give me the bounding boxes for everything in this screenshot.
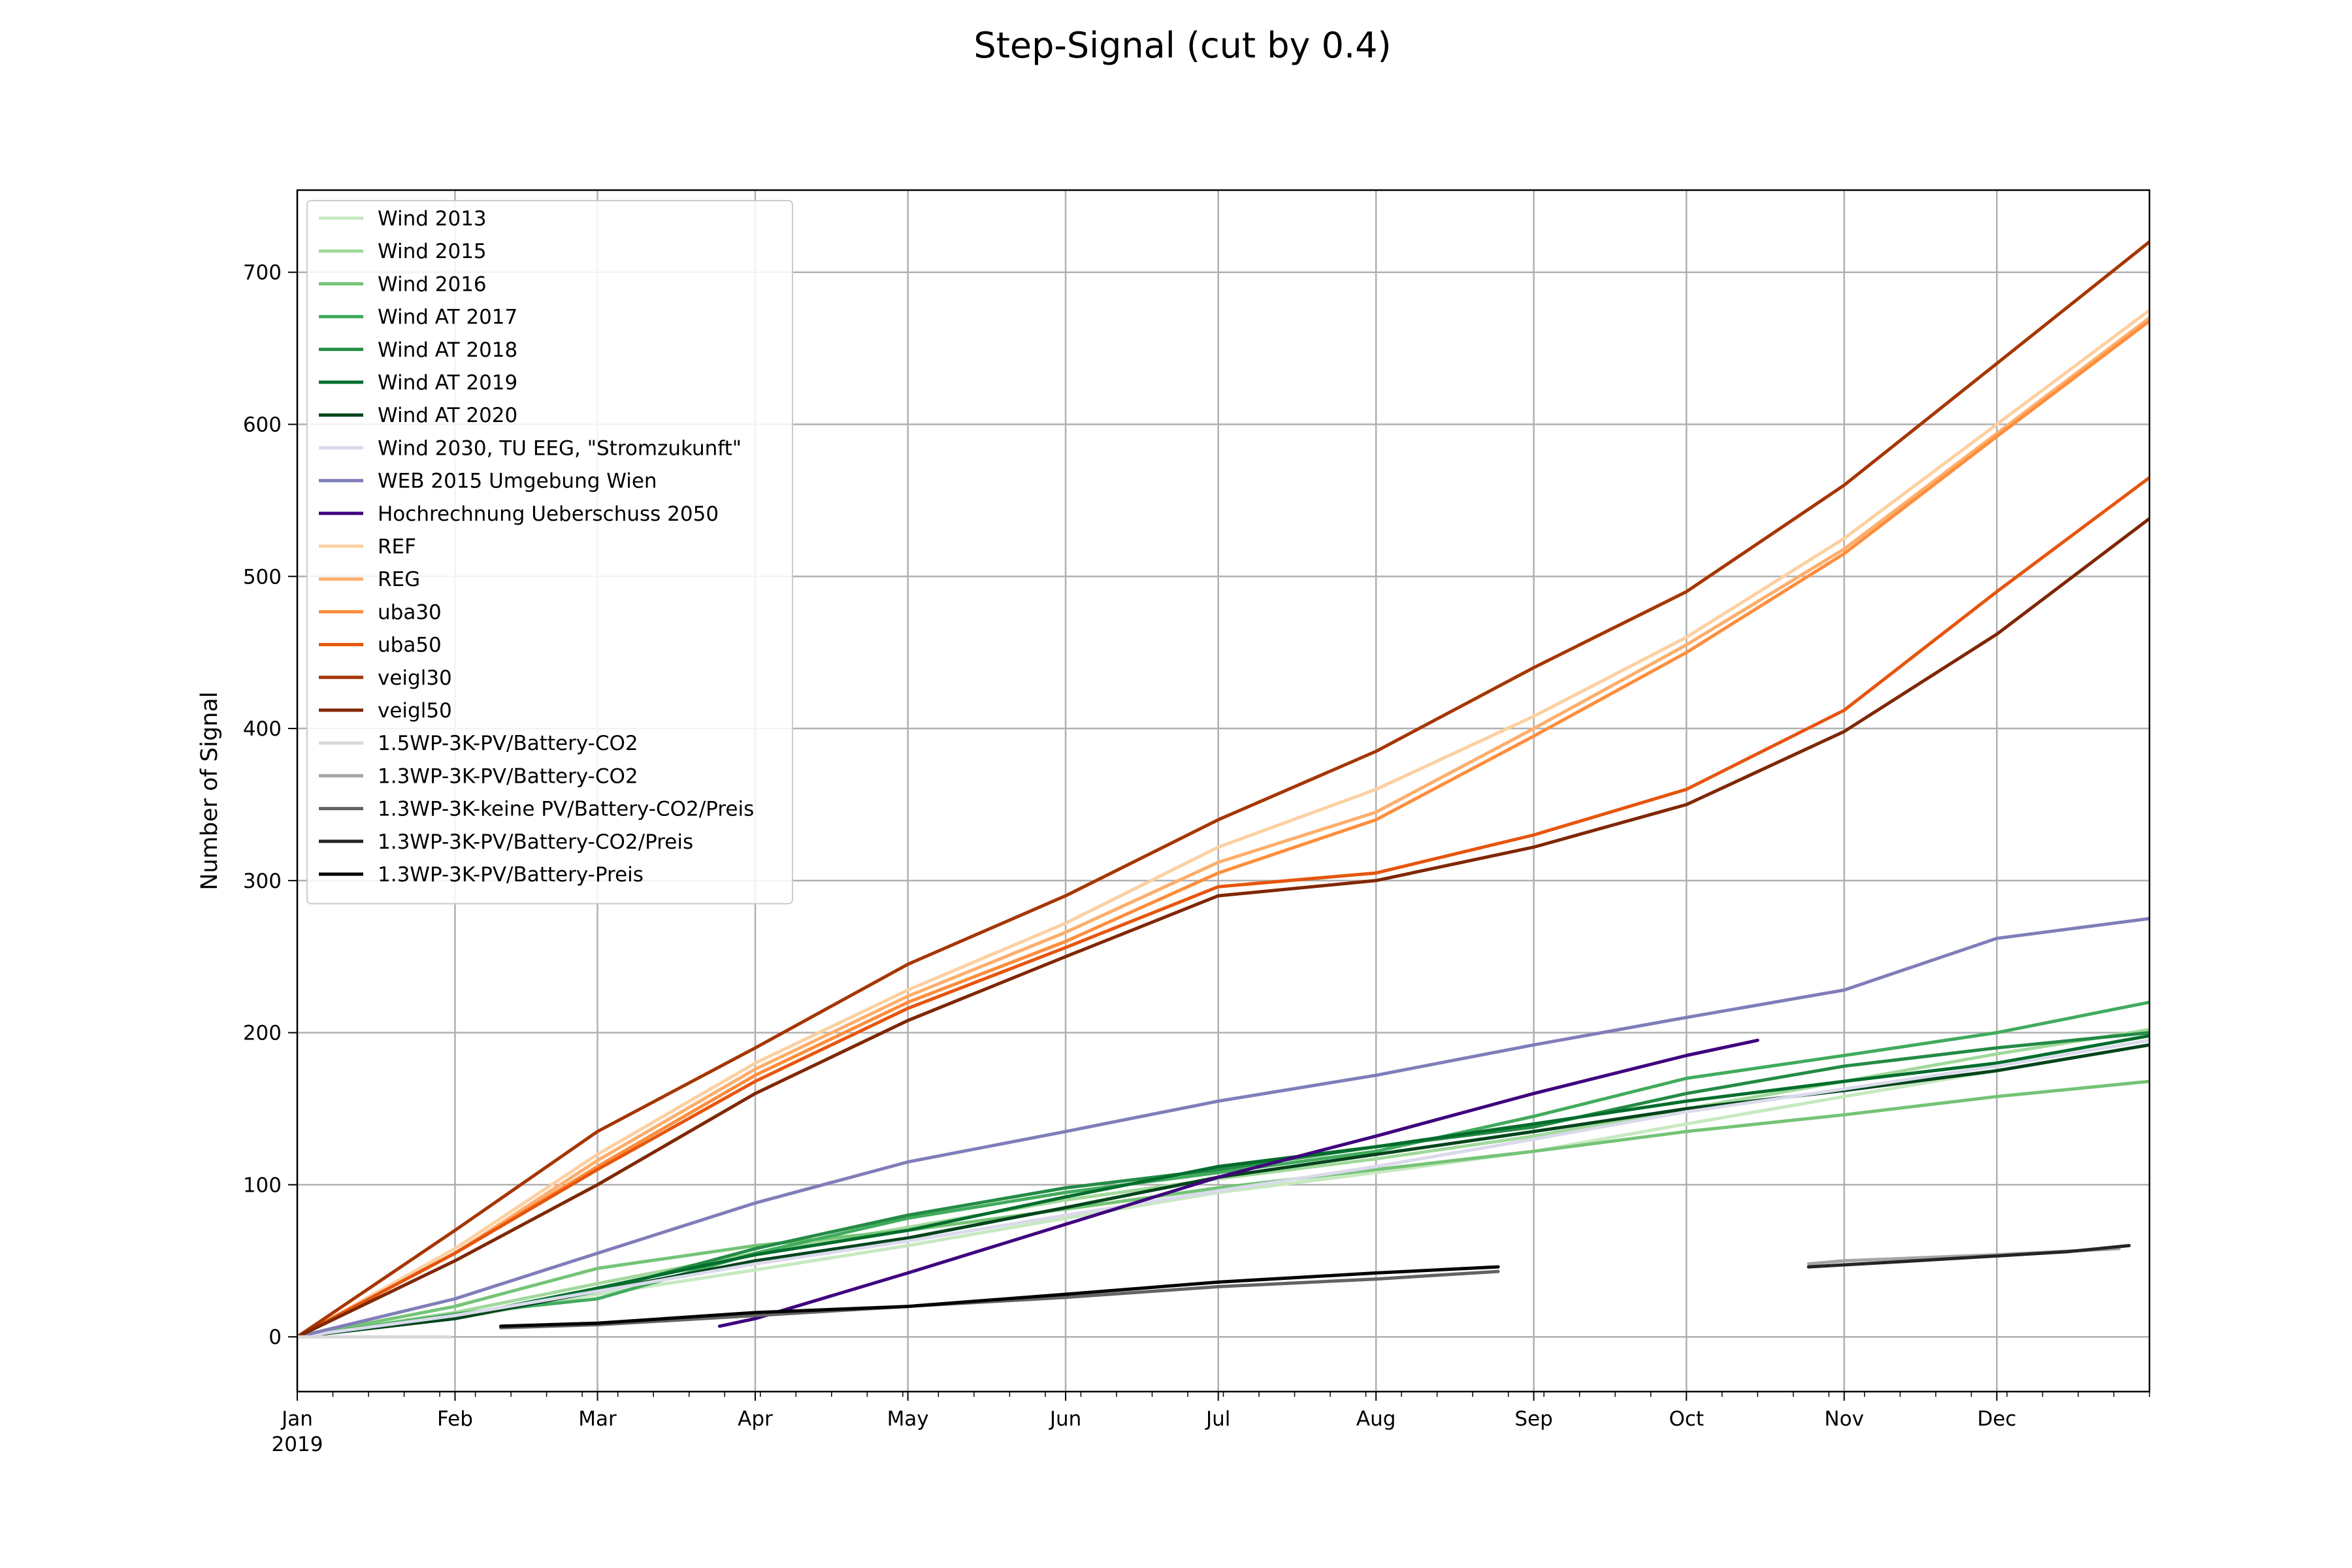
legend-label: Wind AT 2019 [378, 371, 517, 395]
x-tick-label: Oct [1669, 1407, 1704, 1431]
series-line-3 [297, 1079, 2149, 1339]
x-tick-label: Sep [1514, 1407, 1552, 1431]
grid-lines [296, 190, 2149, 1392]
y-tick-label: 700 [243, 261, 282, 285]
series-line-4 [297, 1000, 2149, 1339]
legend-label: Wind 2030, TU EEG, "Stromzukunft" [378, 436, 742, 460]
series-line-9 [297, 917, 2149, 1339]
x-tick-label: May [887, 1407, 929, 1431]
legend-label: veigl50 [378, 699, 452, 723]
x-tick-sublabel: 2019 [272, 1433, 323, 1456]
y-tick-label: 600 [243, 413, 282, 436]
x-tick-label: Aug [1356, 1407, 1396, 1431]
legend-label: uba30 [378, 600, 442, 624]
series-line-20 [1806, 1244, 2131, 1269]
legend-label: Wind AT 2017 [378, 306, 517, 329]
x-tick-label: Nov [1824, 1407, 1864, 1431]
legend-label: Hochrechnung Ueberschuss 2050 [378, 502, 719, 526]
legend-label: Wind 2016 [378, 272, 487, 296]
legend-label: Wind AT 2018 [378, 338, 517, 362]
legend-label: Wind AT 2020 [378, 404, 517, 427]
y-tick-label: 500 [243, 565, 282, 589]
y-axis: 0 100 200 300 400 500 600 700 [243, 261, 297, 1349]
legend-label: Wind 2013 [378, 207, 487, 231]
series-line-13 [297, 319, 2149, 1339]
legend-label: 1.3WP-3K-keine PV/Battery-CO2/Preis [378, 798, 754, 821]
legend-label: veigl30 [378, 666, 452, 690]
legend-label: 1.5WP-3K-PV/Battery-CO2 [378, 732, 638, 755]
y-tick-label: 0 [269, 1326, 282, 1349]
series-line-8 [297, 1038, 2149, 1339]
series-line-10 [717, 1038, 1759, 1328]
series-line-14 [297, 476, 2149, 1339]
series-line-21 [499, 1265, 1500, 1328]
series-line-12 [297, 316, 2149, 1339]
series-line-15 [297, 240, 2149, 1339]
series-line-6 [297, 1034, 2149, 1339]
legend-label: REF [378, 535, 416, 559]
y-axis-label: Number of Signal [197, 691, 223, 890]
series-line-11 [297, 308, 2149, 1339]
legend-label: 1.3WP-3K-PV/Battery-CO2/Preis [378, 830, 693, 854]
series-layer [297, 240, 2149, 1339]
legend: Wind 2013 Wind 2015 Wind 2016 Wind AT 2017 W… [306, 200, 793, 905]
y-tick-label: 200 [243, 1022, 282, 1045]
x-tick-label: Mar [578, 1407, 617, 1431]
y-tick-label: 300 [243, 870, 282, 893]
legend-label: uba50 [378, 634, 442, 657]
y-tick-label: 400 [243, 717, 282, 741]
series-line-16 [297, 517, 2149, 1339]
x-tick-label: Dec [1977, 1407, 2016, 1431]
x-tick-label: Jul [1205, 1407, 1230, 1431]
chart-title: Step-Signal (cut by 0.4) [973, 25, 1391, 66]
x-tick-label: Apr [738, 1407, 773, 1431]
y-tick-label: 100 [243, 1173, 282, 1197]
x-tick-label: Feb [437, 1407, 473, 1431]
legend-label: REG [378, 568, 420, 591]
legend-label: Wind 2015 [378, 240, 487, 263]
legend-box [306, 200, 793, 905]
x-tick-label: Jun [1049, 1407, 1081, 1431]
legend-label: WEB 2015 Umgebung Wien [378, 470, 657, 493]
legend-label: 1.3WP-3K-PV/Battery-CO2 [378, 764, 638, 788]
x-tick-label: Jan [280, 1407, 313, 1431]
legend-label: 1.3WP-3K-PV/Battery-Preis [378, 863, 644, 887]
